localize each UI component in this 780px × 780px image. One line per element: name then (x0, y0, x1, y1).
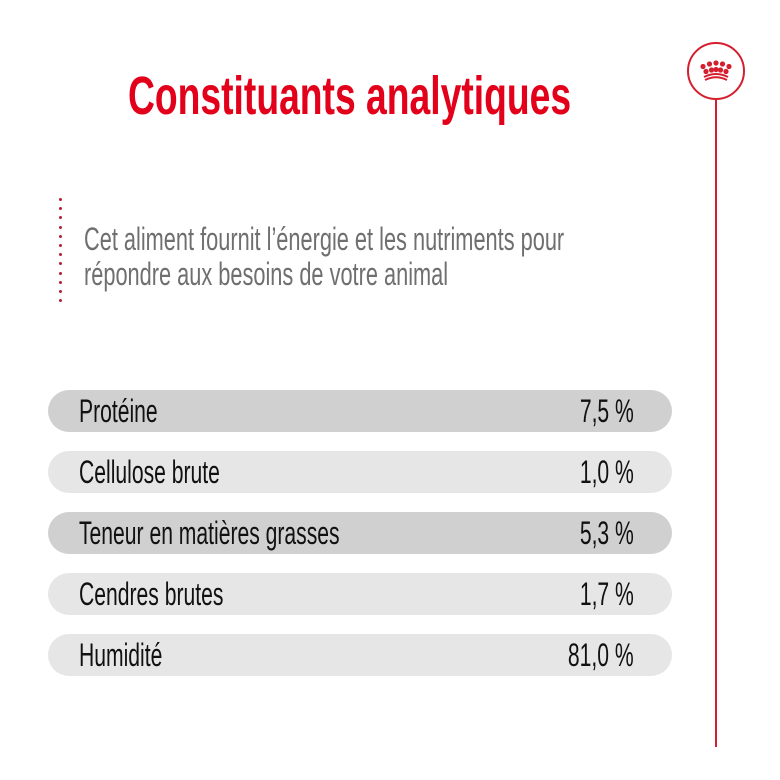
constituent-row-fiber: Cellulose brute 1,0 % (48, 451, 672, 493)
royal-crown-icon (687, 42, 745, 100)
constituent-value: 1,7 % (579, 576, 634, 612)
constituent-label: Cellulose brute (79, 454, 220, 490)
dotted-divider (59, 198, 63, 308)
intro-line-1: Cet aliment fournit l’énergie et les nut… (84, 221, 565, 257)
constituent-label: Cendres brutes (79, 576, 224, 612)
page-title: Constituants analytiques (128, 66, 572, 126)
constituent-value: 1,0 % (579, 454, 634, 490)
constituent-label: Teneur en matières grasses (79, 515, 340, 551)
constituent-row-fat: Teneur en matières grasses 5,3 % (48, 512, 672, 554)
intro-text: Cet aliment fournit l’énergie et les nut… (84, 222, 564, 292)
constituent-label: Protéine (79, 393, 158, 429)
constituent-label: Humidité (79, 637, 163, 673)
constituent-row-ash: Cendres brutes 1,7 % (48, 573, 672, 615)
decorative-vertical-line (715, 100, 717, 747)
constituent-value: 81,0 % (568, 637, 634, 673)
constituent-value: 7,5 % (579, 393, 634, 429)
constituent-row-moisture: Humidité 81,0 % (48, 634, 672, 676)
constituent-value: 5,3 % (579, 515, 634, 551)
constituent-row-protein: Protéine 7,5 % (48, 390, 672, 432)
intro-line-2: répondre aux besoins de votre animal (84, 256, 449, 292)
